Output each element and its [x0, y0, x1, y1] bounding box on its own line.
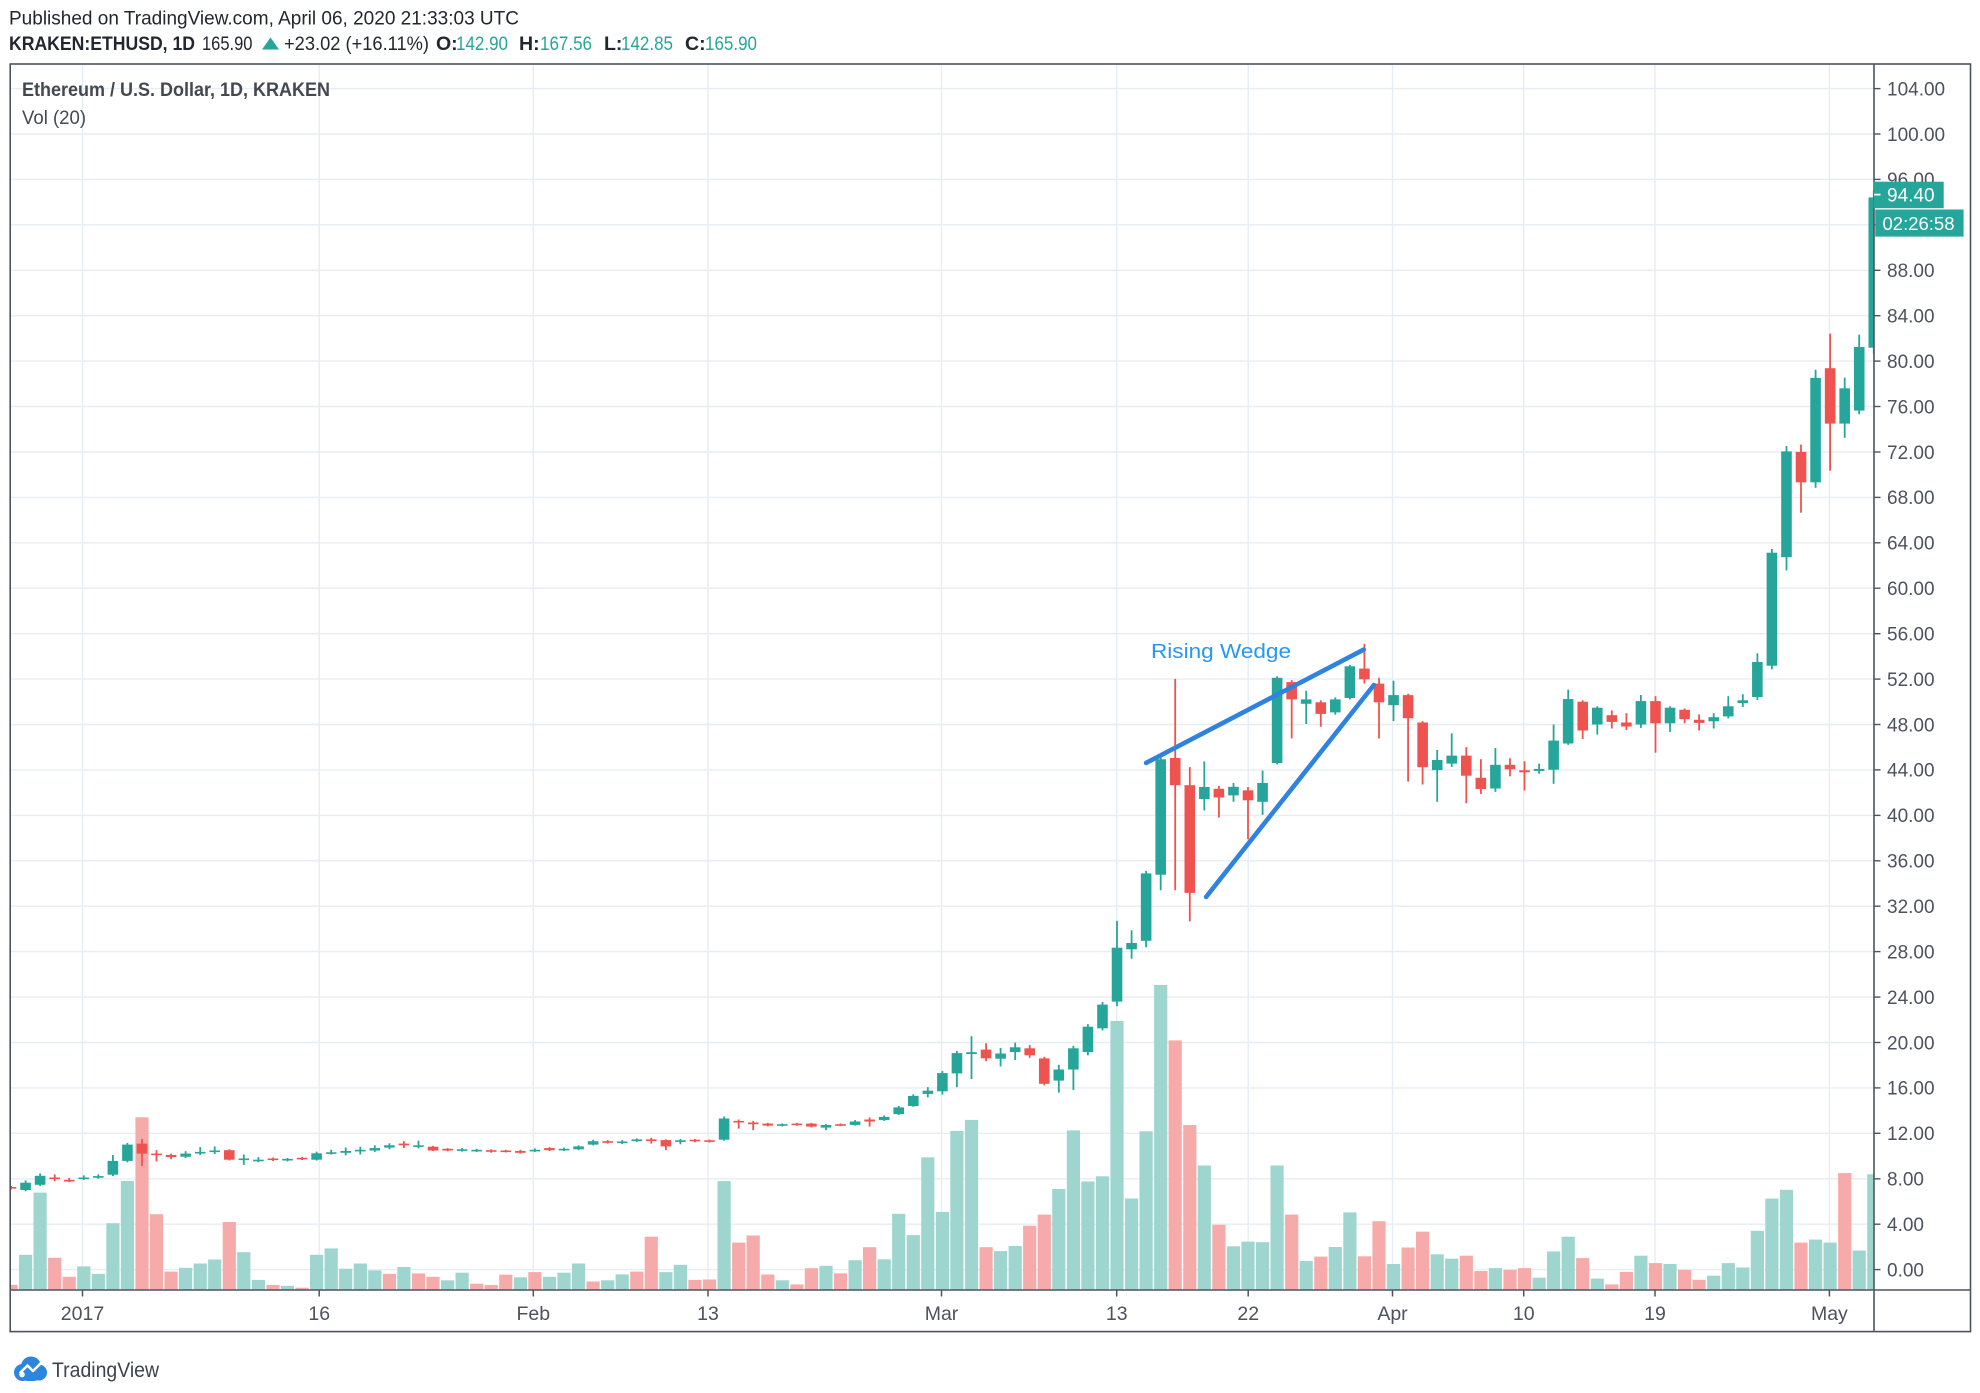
svg-text:TradingView: TradingView	[52, 1358, 159, 1382]
svg-text:165.90: 165.90	[202, 33, 253, 55]
svg-text:88.00: 88.00	[1887, 261, 1935, 282]
svg-text:2017: 2017	[61, 1303, 104, 1325]
svg-text:20.00: 20.00	[1887, 1033, 1935, 1054]
svg-text:KRAKEN:ETHUSD, 1D: KRAKEN:ETHUSD, 1D	[9, 33, 195, 55]
svg-text:19: 19	[1644, 1303, 1666, 1325]
svg-text:Published on TradingView.com,: Published on TradingView.com, April 06, …	[9, 8, 519, 30]
svg-text:4.00: 4.00	[1887, 1215, 1924, 1236]
svg-text:Vol (20): Vol (20)	[22, 107, 86, 129]
svg-text:Mar: Mar	[925, 1303, 959, 1325]
svg-text:16.00: 16.00	[1887, 1079, 1935, 1100]
svg-text:72.00: 72.00	[1887, 443, 1935, 464]
svg-text:94.40: 94.40	[1887, 186, 1935, 207]
svg-text:76.00: 76.00	[1887, 397, 1935, 418]
svg-text:12.00: 12.00	[1887, 1124, 1935, 1145]
svg-text:56.00: 56.00	[1887, 625, 1935, 646]
svg-text:H:: H:	[519, 33, 540, 55]
svg-text:80.00: 80.00	[1887, 352, 1935, 373]
svg-text:0.00: 0.00	[1887, 1260, 1924, 1281]
svg-text:02:26:58: 02:26:58	[1883, 213, 1955, 234]
svg-text:+23.02 (+16.11%): +23.02 (+16.11%)	[284, 33, 429, 55]
svg-text:60.00: 60.00	[1887, 579, 1935, 600]
svg-text:36.00: 36.00	[1887, 852, 1935, 873]
svg-text:28.00: 28.00	[1887, 942, 1935, 963]
svg-text:52.00: 52.00	[1887, 670, 1935, 691]
svg-text:142.85: 142.85	[621, 33, 673, 55]
svg-text:68.00: 68.00	[1887, 488, 1935, 509]
svg-text:32.00: 32.00	[1887, 897, 1935, 918]
svg-text:165.90: 165.90	[705, 33, 757, 55]
svg-text:L:: L:	[604, 33, 622, 55]
svg-text:13: 13	[697, 1303, 719, 1325]
svg-text:May: May	[1811, 1303, 1848, 1325]
svg-text:40.00: 40.00	[1887, 806, 1935, 827]
svg-text:Apr: Apr	[1377, 1303, 1408, 1325]
svg-text:O:: O:	[436, 33, 458, 55]
svg-text:100.00: 100.00	[1887, 125, 1945, 146]
svg-text:Rising Wedge: Rising Wedge	[1151, 640, 1291, 663]
svg-text:44.00: 44.00	[1887, 761, 1935, 782]
svg-text:104.00: 104.00	[1887, 79, 1945, 100]
svg-text:167.56: 167.56	[540, 33, 592, 55]
svg-text:Feb: Feb	[516, 1303, 550, 1325]
svg-text:Ethereum / U.S. Dollar, 1D, KR: Ethereum / U.S. Dollar, 1D, KRAKEN	[22, 79, 330, 101]
svg-text:142.90: 142.90	[456, 33, 508, 55]
svg-text:64.00: 64.00	[1887, 534, 1935, 555]
svg-text:C:: C:	[685, 33, 706, 55]
svg-text:10: 10	[1513, 1303, 1535, 1325]
svg-text:13: 13	[1106, 1303, 1128, 1325]
svg-text:16: 16	[308, 1303, 330, 1325]
svg-text:84.00: 84.00	[1887, 307, 1935, 328]
svg-text:48.00: 48.00	[1887, 715, 1935, 736]
svg-text:24.00: 24.00	[1887, 988, 1935, 1009]
svg-text:8.00: 8.00	[1887, 1170, 1924, 1191]
svg-text:22: 22	[1237, 1303, 1259, 1325]
